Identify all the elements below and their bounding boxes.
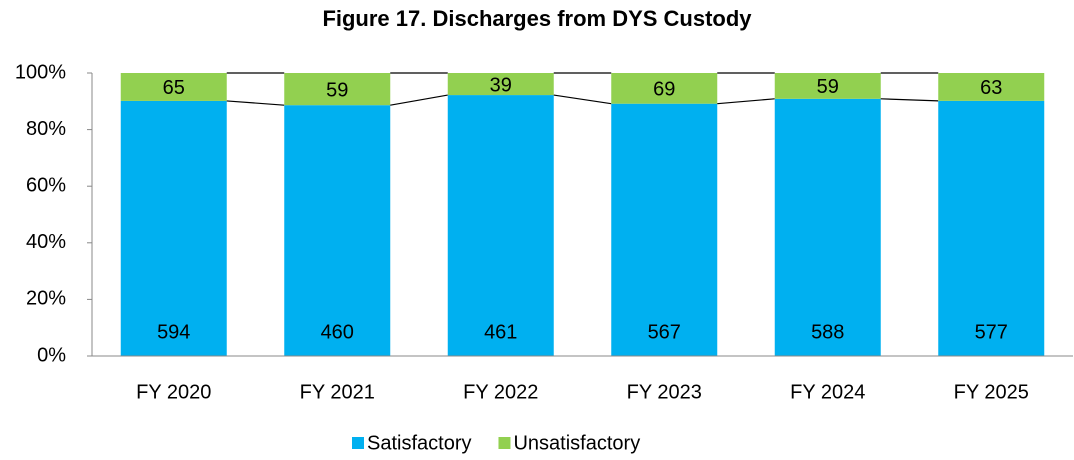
- legend-label: Satisfactory: [367, 432, 471, 454]
- data-label: 65: [163, 77, 185, 99]
- data-label: 460: [321, 321, 354, 343]
- data-label: 39: [490, 74, 512, 96]
- bar-segment: [120, 100, 227, 356]
- legend-swatch: [498, 437, 511, 449]
- series-line: [390, 94, 448, 106]
- data-label: 59: [326, 79, 348, 101]
- y-tick-label: 40%: [26, 231, 66, 253]
- data-label: 63: [980, 77, 1002, 99]
- bar-segment: [611, 103, 718, 357]
- series-line: [553, 94, 612, 105]
- y-tick-label: 80%: [26, 118, 66, 140]
- y-tick-label: 60%: [26, 174, 66, 196]
- legend-label: Unsatisfactory: [513, 432, 640, 454]
- data-label: 567: [648, 321, 681, 343]
- bar-segment: [120, 73, 227, 101]
- x-tick-label: FY 2025: [954, 381, 1029, 403]
- bar-segment: [611, 73, 718, 104]
- data-label: 59: [817, 76, 839, 98]
- data-label: 577: [975, 321, 1008, 343]
- bar-segment: [284, 73, 391, 106]
- data-label: 461: [484, 321, 517, 343]
- bar-segment: [284, 105, 391, 357]
- x-tick-label: FY 2020: [136, 381, 211, 403]
- x-tick-label: FY 2022: [463, 381, 538, 403]
- bar-segment: [938, 73, 1045, 101]
- bar-segment: [447, 73, 554, 96]
- data-label: 69: [653, 79, 675, 101]
- bar-segment: [774, 73, 881, 99]
- x-tick-label: FY 2021: [300, 381, 375, 403]
- x-tick-label: FY 2023: [627, 381, 702, 403]
- data-label: 594: [157, 321, 190, 343]
- series-line: [226, 100, 285, 106]
- bar-segment: [774, 98, 881, 357]
- bar-segment: [938, 100, 1045, 356]
- x-tick-label: FY 2024: [790, 381, 865, 403]
- series-line: [717, 98, 775, 105]
- data-label: 588: [811, 321, 844, 343]
- chart-title: Figure 17. Discharges from DYS Custody: [322, 6, 752, 31]
- series-line: [880, 98, 939, 102]
- y-tick-label: 20%: [26, 288, 66, 310]
- bar-segment: [447, 95, 554, 356]
- y-tick-label: 0%: [37, 344, 66, 366]
- legend-swatch: [352, 437, 364, 449]
- y-tick-label: 100%: [15, 61, 66, 83]
